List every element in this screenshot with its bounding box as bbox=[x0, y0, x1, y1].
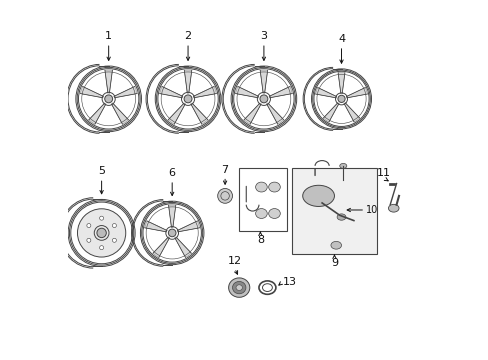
Ellipse shape bbox=[77, 209, 125, 257]
Bar bbox=[239, 168, 286, 231]
Text: 4: 4 bbox=[337, 34, 345, 44]
Ellipse shape bbox=[336, 214, 345, 220]
Polygon shape bbox=[190, 103, 207, 124]
Ellipse shape bbox=[232, 282, 245, 294]
Polygon shape bbox=[111, 103, 128, 124]
Ellipse shape bbox=[268, 208, 280, 219]
Text: 6: 6 bbox=[168, 168, 175, 178]
Ellipse shape bbox=[184, 95, 192, 103]
Polygon shape bbox=[114, 86, 137, 98]
Polygon shape bbox=[144, 221, 167, 232]
Ellipse shape bbox=[255, 182, 267, 192]
Polygon shape bbox=[184, 70, 191, 93]
Polygon shape bbox=[244, 103, 261, 124]
Ellipse shape bbox=[268, 182, 280, 192]
Ellipse shape bbox=[260, 95, 267, 103]
Ellipse shape bbox=[87, 238, 91, 242]
Polygon shape bbox=[168, 205, 176, 227]
Polygon shape bbox=[80, 86, 103, 98]
Ellipse shape bbox=[236, 285, 242, 291]
Polygon shape bbox=[344, 103, 359, 122]
Ellipse shape bbox=[87, 224, 91, 228]
Ellipse shape bbox=[255, 208, 267, 219]
Polygon shape bbox=[235, 86, 258, 98]
Ellipse shape bbox=[330, 242, 341, 249]
Ellipse shape bbox=[302, 185, 334, 207]
Ellipse shape bbox=[100, 216, 103, 220]
Polygon shape bbox=[153, 237, 169, 257]
Text: 1: 1 bbox=[105, 31, 112, 41]
Ellipse shape bbox=[104, 95, 112, 103]
Text: 7: 7 bbox=[221, 165, 228, 175]
Ellipse shape bbox=[339, 163, 346, 168]
Text: 8: 8 bbox=[256, 235, 264, 245]
Polygon shape bbox=[337, 72, 344, 94]
Ellipse shape bbox=[168, 229, 176, 237]
Ellipse shape bbox=[97, 228, 106, 238]
Ellipse shape bbox=[112, 224, 116, 228]
Polygon shape bbox=[105, 70, 112, 93]
Ellipse shape bbox=[100, 246, 103, 250]
Polygon shape bbox=[177, 221, 199, 232]
Ellipse shape bbox=[228, 278, 249, 297]
Ellipse shape bbox=[337, 95, 345, 103]
Polygon shape bbox=[269, 86, 292, 98]
Polygon shape bbox=[160, 86, 183, 98]
Text: 5: 5 bbox=[98, 166, 105, 176]
Polygon shape bbox=[193, 86, 216, 98]
Bar bbox=[291, 168, 376, 254]
Text: 9: 9 bbox=[330, 258, 337, 267]
Polygon shape bbox=[323, 103, 338, 122]
Text: 2: 2 bbox=[184, 31, 191, 41]
Polygon shape bbox=[346, 87, 366, 98]
Polygon shape bbox=[89, 103, 105, 124]
Text: 3: 3 bbox=[260, 31, 267, 41]
Polygon shape bbox=[266, 103, 283, 124]
Text: 13: 13 bbox=[283, 277, 297, 287]
Text: 10: 10 bbox=[366, 205, 378, 215]
Polygon shape bbox=[175, 237, 191, 257]
Ellipse shape bbox=[217, 189, 232, 203]
Text: 12: 12 bbox=[227, 256, 241, 266]
Polygon shape bbox=[168, 103, 185, 124]
Ellipse shape bbox=[387, 204, 398, 212]
Polygon shape bbox=[260, 70, 267, 93]
Text: 11: 11 bbox=[376, 168, 390, 178]
Ellipse shape bbox=[112, 238, 116, 242]
Polygon shape bbox=[315, 87, 336, 98]
